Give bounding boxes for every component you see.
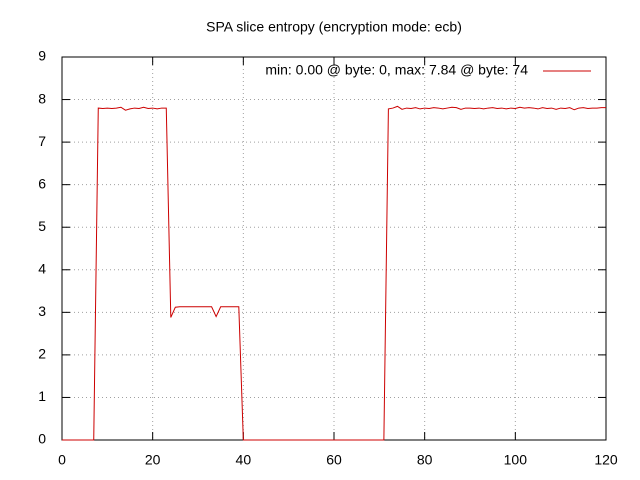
data-line <box>62 105 606 441</box>
x-tick-label: 100 <box>504 452 528 468</box>
y-tick-label: 9 <box>38 48 46 64</box>
x-tick-label: 0 <box>58 452 66 468</box>
x-tick-label: 120 <box>594 452 618 468</box>
y-tick-label: 7 <box>38 133 46 149</box>
legend-label: min: 0.00 @ byte: 0, max: 7.84 @ byte: 7… <box>265 62 528 78</box>
y-tick-label: 0 <box>38 431 46 447</box>
y-tick-label: 1 <box>38 388 46 404</box>
y-tick-label: 6 <box>38 175 46 191</box>
y-tick-label: 2 <box>38 346 46 362</box>
x-tick-label: 40 <box>236 452 252 468</box>
x-tick-label: 20 <box>145 452 161 468</box>
y-tick-label: 4 <box>38 260 46 276</box>
x-tick-label: 60 <box>326 452 342 468</box>
y-tick-label: 5 <box>38 218 46 234</box>
chart-title: SPA slice entropy (encryption mode: ecb) <box>206 19 462 35</box>
y-tick-label: 3 <box>38 303 46 319</box>
x-tick-label: 80 <box>417 452 433 468</box>
y-tick-label: 8 <box>38 90 46 106</box>
plot-frame <box>61 56 607 441</box>
